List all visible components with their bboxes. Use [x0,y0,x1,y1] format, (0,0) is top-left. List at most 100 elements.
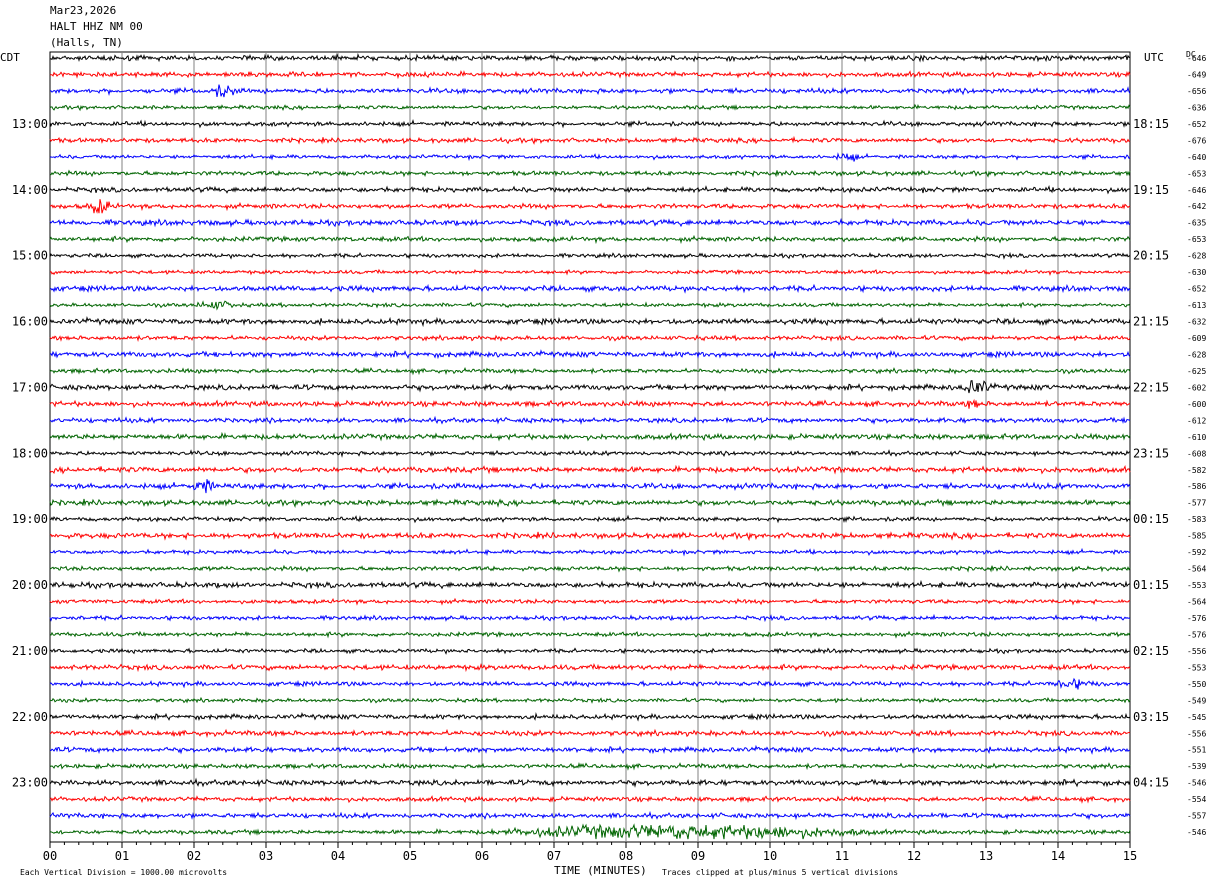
x-tick-label-09: 09 [691,849,705,863]
trace-row-40 [49,712,1131,722]
dc-offset-label: -612 [1187,416,1206,425]
dc-offset-label: -630 [1187,268,1206,277]
right-hour-label: 23:15 [1133,446,1169,460]
right-hour-label: 00:15 [1133,512,1169,526]
trace-row-3 [49,103,1131,112]
dc-offset-label: -602 [1187,383,1206,392]
trace-row-1 [49,70,1131,80]
left-hour-label: 15:00 [12,249,48,263]
x-axis-label: TIME (MINUTES) [554,864,647,877]
right-hour-label: 04:15 [1133,776,1169,790]
dc-offset-label: -553 [1187,663,1206,672]
x-tick-label-13: 13 [979,849,993,863]
trace-row-39 [50,696,1131,704]
trace-row-21 [49,398,1130,409]
trace-row-8 [49,184,1131,195]
trace-row-29 [49,531,1131,542]
trace-row-45 [49,794,1131,804]
trace-row-23 [49,431,1131,442]
trace-row-38 [49,677,1131,690]
trace-row-41 [49,728,1131,739]
station-location: (Halls, TN) [50,36,123,49]
x-tick-label-11: 11 [835,849,849,863]
dc-offset-label: -625 [1187,367,1206,376]
trace-row-6 [49,152,1131,162]
dc-offset-label: -656 [1187,87,1206,96]
x-tick-label-04: 04 [331,849,345,863]
trace-row-4 [49,119,1131,129]
trace-row-9 [49,199,1131,214]
x-tick-label-06: 06 [475,849,489,863]
trace-row-46 [49,810,1131,821]
dc-offset-label: -640 [1187,153,1206,162]
dc-offset-label: -652 [1187,120,1206,129]
trace-row-36 [49,647,1130,655]
dc-offset-label: -653 [1187,169,1206,178]
x-tick-label-15: 15 [1123,849,1137,863]
dc-offset-label: -582 [1187,466,1206,475]
trace-row-7 [49,169,1131,178]
dc-offset-label: -557 [1187,812,1206,821]
trace-row-18 [49,349,1131,360]
dc-offset-label: -539 [1187,762,1206,771]
trace-row-13 [49,268,1131,277]
dc-offset-label: -583 [1187,515,1206,524]
trace-row-2 [49,84,1131,98]
trace-row-20 [49,379,1131,394]
plot-date: Mar23,2026 [50,4,117,17]
trace-row-42 [49,744,1130,755]
trace-row-47 [49,823,1131,840]
dc-offset-label: -646 [1187,54,1206,63]
dc-offset-label: -628 [1187,350,1206,359]
dc-offset-label: -613 [1187,301,1206,310]
trace-row-25 [49,464,1131,475]
dc-offset-label: -576 [1187,614,1206,623]
dc-offset-label: -564 [1187,598,1206,607]
dc-offset-label: -585 [1187,532,1206,541]
dc-offset-label: -610 [1187,433,1206,442]
trace-row-11 [49,234,1131,245]
right-hour-label: 18:15 [1133,117,1169,131]
plot-frame [49,51,1131,843]
dc-offset-label: -649 [1187,70,1206,79]
trace-row-12 [49,251,1131,260]
x-tick-label-01: 01 [115,849,129,863]
trace-row-33 [49,597,1131,606]
trace-row-31 [49,564,1131,573]
dc-offset-label: -546 [1187,779,1206,788]
trace-row-43 [49,762,1131,771]
dc-offset-label: -592 [1187,548,1206,557]
x-tick-label-03: 03 [259,849,273,863]
dc-offset-label: -628 [1187,252,1206,261]
dc-offset-label: -556 [1187,729,1206,738]
right-hour-label: 01:15 [1133,578,1169,592]
trace-row-26 [50,479,1131,494]
right-hour-label: 21:15 [1133,315,1169,329]
dc-offset-label: -609 [1187,334,1206,343]
trace-row-10 [49,217,1131,228]
left-hour-label: 17:00 [12,380,48,394]
x-tick-label-05: 05 [403,849,417,863]
left-axis-title: CDT [0,51,20,64]
x-tick-label-14: 14 [1051,849,1065,863]
trace-row-34 [49,613,1131,623]
trace-row-19 [49,366,1131,376]
dc-offset-label: -546 [1187,828,1206,837]
dc-offset-label: -551 [1187,746,1206,755]
left-hour-label: 13:00 [12,117,48,131]
dc-offset-label: -576 [1187,630,1206,639]
trace-row-32 [49,579,1131,590]
left-hour-label: 23:00 [12,776,48,790]
trace-row-28 [49,514,1131,524]
right-hour-label: 02:15 [1133,644,1169,658]
dc-offset-label: -632 [1187,318,1206,327]
left-hour-label: 21:00 [12,644,48,658]
dc-title: DC [1186,50,1196,59]
dc-offset-label: -635 [1187,219,1206,228]
clip-note: Traces clipped at plus/minus 5 vertical … [662,868,899,877]
scale-note: Each Vertical Division = 1000.00 microvo… [20,868,228,877]
trace-row-44 [49,777,1131,788]
trace-row-22 [49,415,1131,426]
dc-offset-label: -549 [1187,696,1206,705]
